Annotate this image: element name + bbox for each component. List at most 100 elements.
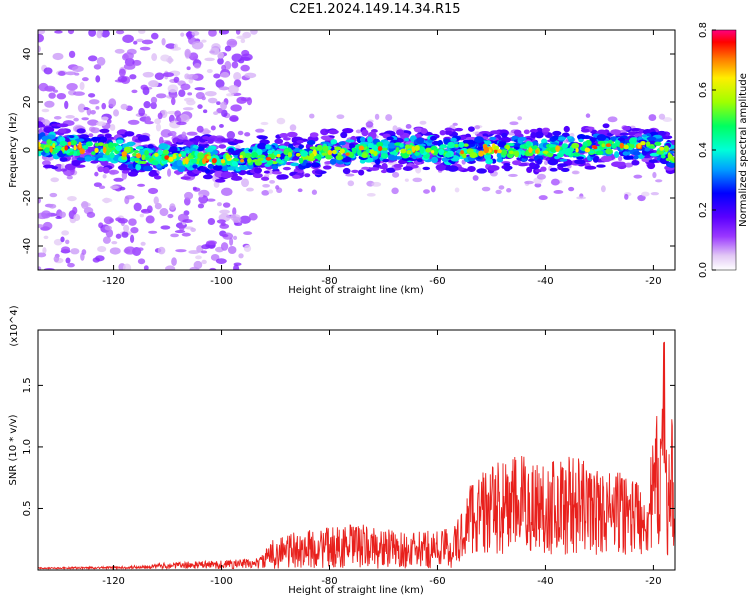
heatmap-cell [583, 135, 591, 139]
heatmap-speckle [174, 229, 186, 234]
heatmap-cell [207, 163, 215, 169]
heatmap-speckle [474, 125, 481, 130]
heatmap-cell [596, 164, 606, 168]
heatmap-cell [556, 163, 568, 168]
heatmap-speckle [392, 125, 398, 132]
heatmap-cell [102, 154, 112, 159]
heatmap-cell [601, 143, 606, 148]
heatmap-speckle [148, 230, 158, 234]
heatmap-cell [121, 170, 130, 174]
heatmap-speckle [101, 198, 113, 203]
heatmap-cell [317, 154, 322, 161]
heatmap-speckle [241, 49, 250, 57]
heatmap-speckle [109, 124, 116, 131]
heatmap-cell [574, 159, 586, 165]
heatmap-cell [385, 167, 396, 173]
heatmap-cell [182, 141, 195, 146]
heatmap-cell [501, 132, 508, 138]
heatmap-cell [265, 144, 271, 150]
heatmap-cell [331, 149, 337, 154]
heatmap-cell [430, 150, 435, 154]
heatmap-cell [91, 136, 101, 141]
heatmap-cell [292, 174, 301, 179]
heatmap-cell [99, 128, 110, 133]
heatmap-cell [430, 135, 437, 141]
heatmap-cell [254, 160, 263, 166]
heatmap-cell [637, 142, 641, 149]
heatmap-speckle [38, 266, 42, 270]
heatmap-cell [338, 141, 346, 146]
heatmap-cell [220, 138, 231, 143]
heatmap-cell [231, 161, 238, 167]
heatmap-cell [648, 145, 656, 149]
heatmap-speckle [162, 72, 175, 78]
heatmap-speckle [127, 119, 140, 125]
heatmap-cell [410, 164, 419, 169]
heatmap-cell [460, 150, 464, 155]
heatmap-cell [617, 161, 626, 167]
heatmap-cell [214, 158, 223, 166]
heatmap-speckle [194, 87, 206, 91]
heatmap-speckle [165, 265, 176, 270]
heatmap-speckle [220, 71, 230, 78]
heatmap-speckle [347, 180, 355, 187]
heatmap-speckle [534, 183, 542, 188]
heatmap-cell [135, 153, 142, 159]
heatmap-cell [247, 157, 252, 163]
heatmap-speckle [38, 45, 41, 53]
heatmap-cell [580, 128, 590, 133]
heatmap-speckle [87, 55, 98, 62]
heatmap-speckle [153, 196, 159, 205]
heatmap-speckle [204, 57, 215, 62]
heatmap-speckle [243, 231, 253, 236]
heatmap-speckle [139, 46, 151, 51]
heatmap-speckle [268, 189, 274, 194]
heatmap-speckle [88, 93, 96, 98]
heatmap-cell [316, 144, 323, 151]
heatmap-cell [290, 162, 300, 167]
heatmap-speckle [538, 195, 548, 201]
heatmap-speckle [61, 246, 71, 253]
heatmap-cell [123, 146, 132, 154]
heatmap-speckle [103, 216, 114, 225]
heatmap-cell [178, 153, 182, 157]
heatmap-speckle [405, 124, 412, 129]
heatmap-cell [605, 143, 612, 148]
heatmap-cell [541, 127, 551, 133]
heatmap-cell [367, 136, 373, 144]
heatmap-speckle [196, 125, 204, 133]
heatmap-cell [257, 135, 268, 140]
heatmap-speckle [232, 235, 238, 241]
heatmap-cell [610, 136, 618, 142]
heatmap-cell [158, 143, 169, 150]
heatmap-speckle [58, 71, 66, 76]
heatmap-speckle [167, 168, 172, 177]
colorbar-tick-label: 0.6 [698, 82, 709, 98]
heatmap-cell [115, 139, 124, 144]
heatmap-speckle [365, 121, 374, 128]
heatmap-speckle [235, 30, 241, 35]
heatmap-cell [192, 164, 198, 169]
heatmap-speckle [152, 81, 159, 88]
heatmap-cell [59, 157, 68, 162]
heatmap-cell [654, 141, 662, 146]
heatmap-speckle [201, 259, 207, 265]
heatmap-speckle [226, 131, 236, 140]
heatmap-cell [137, 135, 150, 142]
heatmap-cell [70, 139, 77, 146]
heatmap-cell [232, 139, 244, 144]
heatmap-speckle [183, 97, 195, 102]
heatmap-cell [322, 137, 335, 141]
heatmap-speckle [190, 227, 196, 233]
heatmap-cell [180, 176, 191, 180]
heatmap-cell [469, 152, 478, 159]
heatmap-cell [406, 150, 412, 155]
heatmap-cell [102, 146, 107, 154]
heatmap-cell [602, 123, 610, 129]
heatmap-cell [536, 158, 543, 165]
heatmap-speckle [150, 96, 158, 104]
heatmap-cell [202, 174, 213, 180]
heatmap-speckle [193, 62, 201, 69]
heatmap-cell [414, 145, 420, 151]
